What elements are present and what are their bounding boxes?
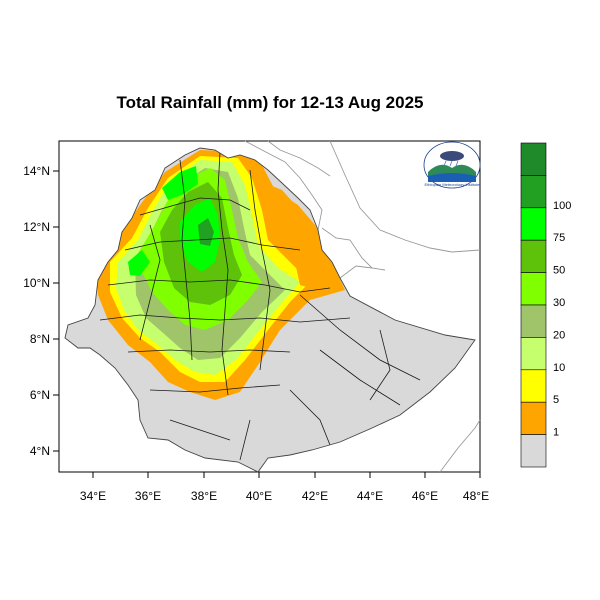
lon-tick-label: 44°E <box>357 489 383 503</box>
legend-swatch <box>520 369 547 403</box>
lat-tick-label: 4°N <box>30 444 50 458</box>
lat-tick-label: 6°N <box>30 388 50 402</box>
legend-label: 5 <box>553 394 559 406</box>
lat-tick-label: 10°N <box>23 276 50 290</box>
legend-swatch <box>520 175 547 209</box>
rain-patch-1mm-east <box>295 255 338 290</box>
legend-label: 100 <box>553 200 571 212</box>
lon-tick-label: 34°E <box>80 489 106 503</box>
lon-tick-label: 48°E <box>463 489 489 503</box>
lon-tick-label: 38°E <box>191 489 217 503</box>
neighbor-borders <box>244 140 481 473</box>
logo-caption: Ethiopian Meteorology Institute <box>425 182 481 187</box>
lat-tick-label: 14°N <box>23 164 50 178</box>
legend-swatch <box>520 304 547 338</box>
lon-tick-label: 40°E <box>246 489 272 503</box>
rain-patch-1mm-northeast <box>262 182 300 222</box>
legend-label: 30 <box>553 297 565 309</box>
rain-patch-75mm-west <box>128 250 150 276</box>
legend-swatch <box>520 239 547 273</box>
lon-tick-label: 46°E <box>412 489 438 503</box>
legend-label: 50 <box>553 265 565 277</box>
y-axis-labels: 14°N 12°N 10°N 8°N 6°N 4°N <box>23 164 50 458</box>
map-title: Total Rainfall (mm) for 12-13 Aug 2025 <box>116 93 424 112</box>
ethiopia-border <box>64 147 476 473</box>
lon-tick-label: 36°E <box>135 489 161 503</box>
admin-boundaries <box>99 151 421 461</box>
x-axis-labels: 34°E 36°E 38°E 40°E 42°E 44°E 46°E 48°E <box>80 489 489 503</box>
legend-swatch <box>520 142 547 176</box>
rain-patch-75mm-north <box>162 166 198 200</box>
legend-swatch <box>520 207 547 241</box>
legend-swatch <box>520 337 547 371</box>
legend-label: 1 <box>553 427 559 439</box>
legend-swatch <box>520 272 547 306</box>
lat-tick-label: 8°N <box>30 332 50 346</box>
legend-label: 75 <box>553 232 565 244</box>
lat-tick-label: 12°N <box>23 220 50 234</box>
legend-swatch <box>520 401 547 435</box>
legend-label: 10 <box>553 362 565 374</box>
x-axis <box>92 472 481 478</box>
legend-swatch <box>520 434 547 468</box>
legend-label: 20 <box>553 329 565 341</box>
institute-logo: Ethiopian Meteorology Institute <box>423 141 481 189</box>
y-axis <box>53 170 59 452</box>
rainfall-fields <box>95 150 345 400</box>
lon-tick-label: 42°E <box>302 489 328 503</box>
color-legend: 100 75 50 30 20 10 5 1 <box>520 142 571 468</box>
